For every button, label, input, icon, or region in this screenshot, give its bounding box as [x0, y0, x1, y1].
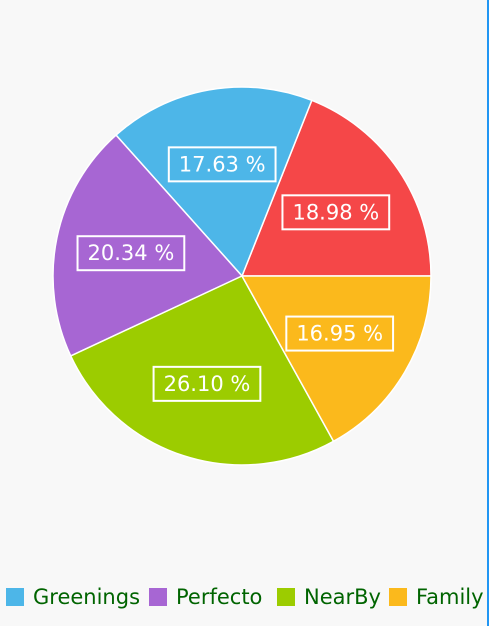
legend-item-family[interactable]: Family — [389, 582, 484, 612]
legend-item-greenings[interactable]: Greenings — [6, 582, 140, 612]
legend-swatch-greenings — [6, 588, 24, 606]
data-label-perfecto: 20.34 % — [76, 235, 186, 272]
legend-label-nearby: NearBy — [304, 585, 381, 609]
legend-item-nearby[interactable]: NearBy — [277, 582, 381, 612]
data-label-box-slice-1 — [281, 194, 391, 231]
data-label-slice-1: 18.98 % — [281, 194, 391, 231]
data-label-box-perfecto — [76, 235, 186, 272]
legend-swatch-perfecto — [149, 588, 167, 606]
pie-chart: 18.98 % 17.63 % 20.34 % 26.10 % 16.95 % — [52, 86, 432, 466]
data-label-nearby: 26.10 % — [152, 365, 262, 402]
data-label-text-slice-1: 18.98 % — [292, 200, 379, 224]
data-label-text-greenings: 17.63 % — [179, 152, 266, 176]
legend-label-perfecto: Perfecto — [176, 585, 263, 609]
window-edge — [487, 0, 489, 626]
legend-label-family: Family — [416, 585, 484, 609]
legend-item-perfecto[interactable]: Perfecto — [149, 582, 262, 612]
pie-slice-perfecto[interactable] — [52, 134, 244, 357]
legend-swatch-nearby — [277, 588, 295, 606]
data-label-family: 16.95 % — [285, 315, 395, 352]
data-label-box-nearby — [152, 365, 262, 402]
pie-slice-slice-1[interactable] — [240, 99, 432, 277]
data-label-greenings: 17.63 % — [167, 146, 277, 183]
data-label-box-greenings — [167, 146, 277, 183]
legend-swatch-family — [389, 588, 407, 606]
data-label-text-nearby: 26.10 % — [164, 372, 251, 396]
data-label-box-family — [285, 315, 395, 352]
chart-legend: Greenings Perfecto NearBy Family — [0, 582, 489, 612]
data-label-text-family: 16.95 % — [296, 322, 383, 346]
data-label-text-perfecto: 20.34 % — [88, 241, 175, 265]
legend-label-greenings: Greenings — [33, 585, 141, 609]
